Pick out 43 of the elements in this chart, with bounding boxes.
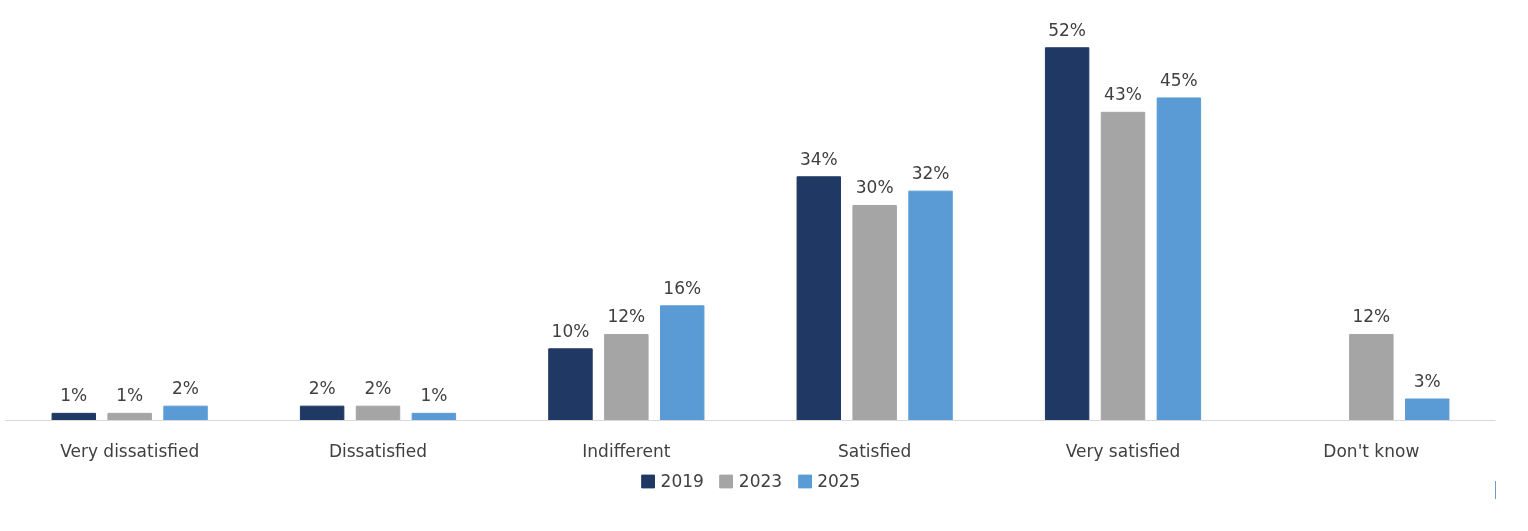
legend-label: 2019 xyxy=(660,471,704,491)
data-label: 30% xyxy=(855,177,894,198)
bar xyxy=(107,412,152,421)
legend-label: 2023 xyxy=(738,471,783,491)
bar xyxy=(548,348,593,421)
data-label: 12% xyxy=(607,306,646,327)
data-label: 10% xyxy=(551,320,590,341)
data-label: 16% xyxy=(663,277,702,298)
data-label: 3% xyxy=(1413,371,1441,391)
bar xyxy=(1349,333,1394,421)
data-label: 1% xyxy=(60,385,88,406)
bar xyxy=(604,333,649,421)
x-tick-label: Satisfied xyxy=(837,440,912,461)
data-label: 2% xyxy=(172,378,200,399)
x-tick-label: Don't know xyxy=(1323,440,1420,461)
data-label: 52% xyxy=(1048,19,1087,40)
x-tick-label: Indifferent xyxy=(582,440,671,461)
data-label: 43% xyxy=(1104,84,1142,105)
bar xyxy=(163,405,208,421)
bar xyxy=(355,405,401,421)
bar xyxy=(411,412,457,421)
bar xyxy=(908,190,953,421)
bar xyxy=(51,412,97,421)
data-label: 2% xyxy=(308,378,336,399)
x-tick-label: Very dissatisfied xyxy=(60,440,200,461)
data-label: 34% xyxy=(799,148,838,169)
data-label: 1% xyxy=(116,385,144,406)
bar xyxy=(1156,97,1202,421)
bar xyxy=(1404,398,1450,421)
bar xyxy=(796,176,842,421)
data-label: 2% xyxy=(364,378,392,399)
bar xyxy=(1100,111,1146,421)
legend-label: 2025 xyxy=(817,471,861,491)
data-label: 32% xyxy=(911,163,950,184)
bar xyxy=(659,305,705,421)
bar xyxy=(299,405,345,421)
bar xyxy=(1044,47,1090,421)
x-tick-label: Dissatisfied xyxy=(328,440,428,461)
data-label: 45% xyxy=(1159,69,1198,90)
x-tick-label: Very satisfied xyxy=(1065,440,1181,461)
bar xyxy=(852,204,897,421)
data-label: 1% xyxy=(420,385,448,406)
data-label: 12% xyxy=(1352,306,1391,327)
